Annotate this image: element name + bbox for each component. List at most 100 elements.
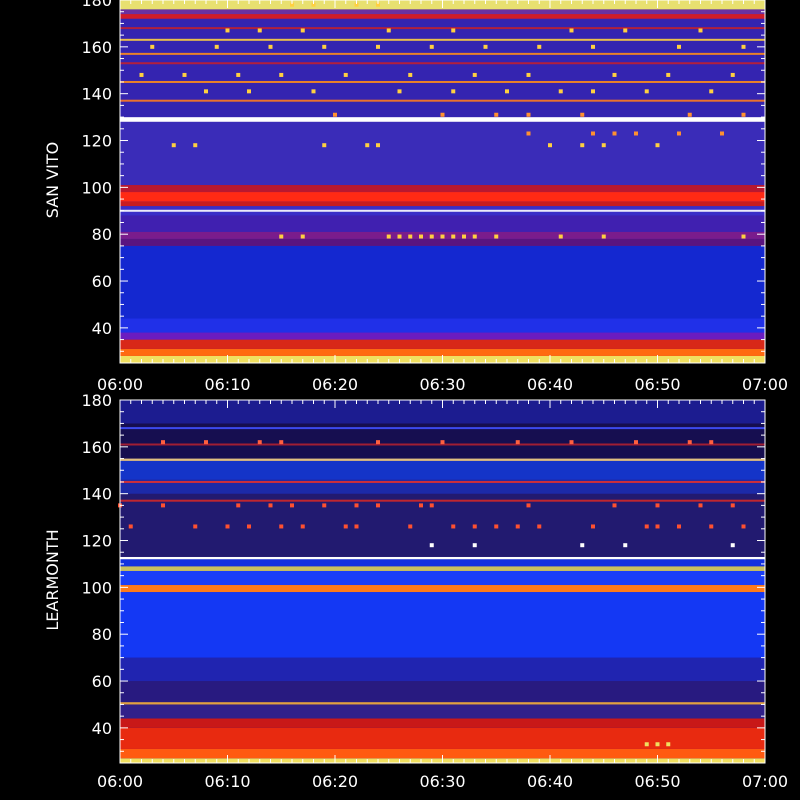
emission-line [120, 62, 765, 65]
x-tick-label: 06:40 [527, 375, 573, 394]
frequency-band [120, 339, 765, 349]
frequency-band [120, 493, 765, 557]
y-tick-label: 40 [92, 719, 112, 738]
y-tick-label: 180 [81, 391, 112, 410]
emission-burst [397, 89, 402, 94]
emission-line [120, 38, 765, 41]
emission-burst [644, 524, 649, 529]
emission-burst [612, 131, 617, 136]
emission-burst [429, 543, 434, 548]
y-tick-label: 120 [81, 532, 112, 551]
emission-burst [741, 112, 746, 117]
frequency-band [120, 185, 765, 193]
emission-burst [376, 143, 380, 148]
emission-burst [720, 131, 724, 136]
emission-burst [429, 234, 434, 239]
emission-burst [279, 72, 284, 77]
frequency-band [120, 748, 765, 759]
emission-burst [311, 89, 316, 94]
y-tick-label: 40 [92, 319, 112, 338]
emission-line [120, 99, 765, 102]
emission-burst [698, 28, 703, 33]
frequency-band [120, 318, 765, 333]
emission-burst [698, 503, 703, 508]
frequency-band [120, 704, 765, 719]
emission-burst [247, 524, 251, 529]
emission-burst [655, 524, 660, 529]
y-axis-title: LEARMONTH [43, 529, 62, 630]
frequency-band [120, 348, 765, 356]
emission-burst [225, 28, 230, 33]
emission-line [120, 480, 765, 483]
emission-burst [343, 524, 348, 529]
x-tick-label: 06:10 [204, 772, 250, 791]
emission-burst [526, 72, 531, 77]
frequency-band [120, 215, 765, 232]
x-tick-label: 06:00 [97, 772, 143, 791]
emission-burst [408, 524, 413, 529]
x-tick-label: 06:40 [527, 772, 573, 791]
frequency-band [120, 238, 765, 246]
emission-burst [171, 143, 176, 148]
y-tick-label: 120 [81, 132, 112, 151]
emission-burst [537, 44, 542, 49]
emission-burst [483, 44, 488, 49]
emission-burst [376, 440, 380, 445]
emission-burst [204, 440, 208, 445]
emission-burst [558, 89, 563, 94]
emission-burst [429, 503, 434, 508]
emission-burst [601, 234, 606, 239]
emission-burst [279, 524, 284, 529]
frequency-band [120, 702, 765, 705]
frequency-band [120, 332, 765, 340]
x-tick-label: 06:30 [419, 772, 465, 791]
emission-burst [376, 2, 380, 7]
frequency-band [120, 201, 765, 207]
emission-burst [322, 503, 327, 508]
x-tick-label: 06:50 [634, 375, 680, 394]
emission-burst [161, 503, 165, 508]
emission-burst [322, 143, 327, 148]
x-tick-label: 07:00 [742, 772, 788, 791]
emission-burst [569, 28, 574, 33]
emission-burst [376, 503, 380, 508]
emission-burst [472, 543, 477, 548]
emission-burst [634, 131, 638, 136]
emission-burst [569, 440, 574, 445]
emission-burst [354, 503, 359, 508]
x-tick-label: 06:20 [312, 375, 358, 394]
emission-burst [225, 524, 230, 529]
emission-burst [247, 89, 251, 94]
emission-burst [311, 2, 316, 7]
x-axis-ticks: 06:00 06:10 06:20 06:30 06:40 06:50 07:00 [97, 0, 788, 394]
emission-burst [526, 112, 531, 117]
emission-burst [591, 89, 595, 94]
y-axis-title: SAN VITO [43, 142, 62, 218]
emission-burst [612, 72, 617, 77]
emission-burst [687, 112, 692, 117]
emission-burst [677, 524, 681, 529]
frequency-band [120, 9, 765, 15]
emission-burst [150, 44, 155, 49]
emission-burst [333, 112, 337, 117]
emission-burst [677, 131, 681, 136]
emission-line [120, 209, 765, 212]
emission-burst [268, 503, 273, 508]
x-tick-label: 06:10 [204, 375, 250, 394]
emission-burst [343, 72, 348, 77]
emission-burst [494, 234, 499, 239]
emission-burst [558, 234, 563, 239]
y-tick-label: 160 [81, 438, 112, 457]
emission-burst [623, 543, 628, 548]
emission-burst [526, 503, 531, 508]
frequency-band [120, 458, 765, 461]
emission-burst [591, 44, 595, 49]
emission-burst [655, 143, 660, 148]
emission-burst [322, 44, 327, 49]
emission-line [120, 80, 765, 83]
emission-burst [440, 234, 445, 239]
frequency-band [120, 585, 765, 593]
emission-burst [591, 131, 595, 136]
emission-burst [440, 440, 445, 445]
